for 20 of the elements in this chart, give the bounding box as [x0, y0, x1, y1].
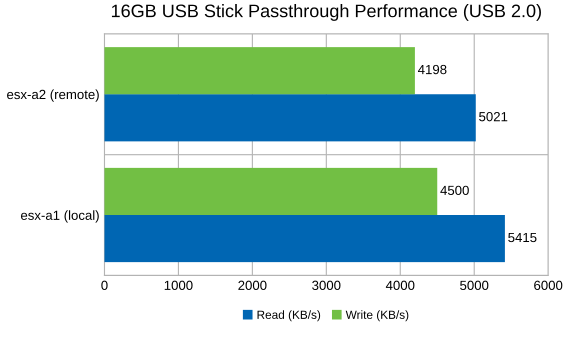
bar — [104, 47, 415, 94]
chart-title: 16GB USB Stick Passthrough Performance (USB 2.0) — [112, 4, 541, 21]
y-tick-label: esx-a2 (remote) — [7, 89, 99, 102]
data-label: 4198 — [418, 64, 446, 74]
x-tick-label: 6000 — [534, 280, 562, 290]
x-tick-label: 0 — [101, 280, 108, 290]
bar — [104, 168, 438, 216]
bar — [104, 215, 505, 262]
y-tick-label: esx-a1 (local) — [20, 210, 99, 223]
bar — [104, 94, 476, 142]
x-tick-label: 3000 — [312, 280, 340, 290]
legend-label: Write (KB/s) — [346, 310, 408, 322]
data-label: 5021 — [479, 112, 508, 122]
x-tick-label: 2000 — [238, 280, 267, 290]
data-label: 5415 — [508, 232, 536, 242]
x-tick-label: 1000 — [164, 280, 193, 290]
x-tick-label: 4000 — [386, 280, 414, 290]
x-tick-label: 5000 — [460, 280, 488, 290]
legend-label: Read (KB/s) — [258, 310, 320, 322]
data-label: 4500 — [440, 186, 469, 196]
